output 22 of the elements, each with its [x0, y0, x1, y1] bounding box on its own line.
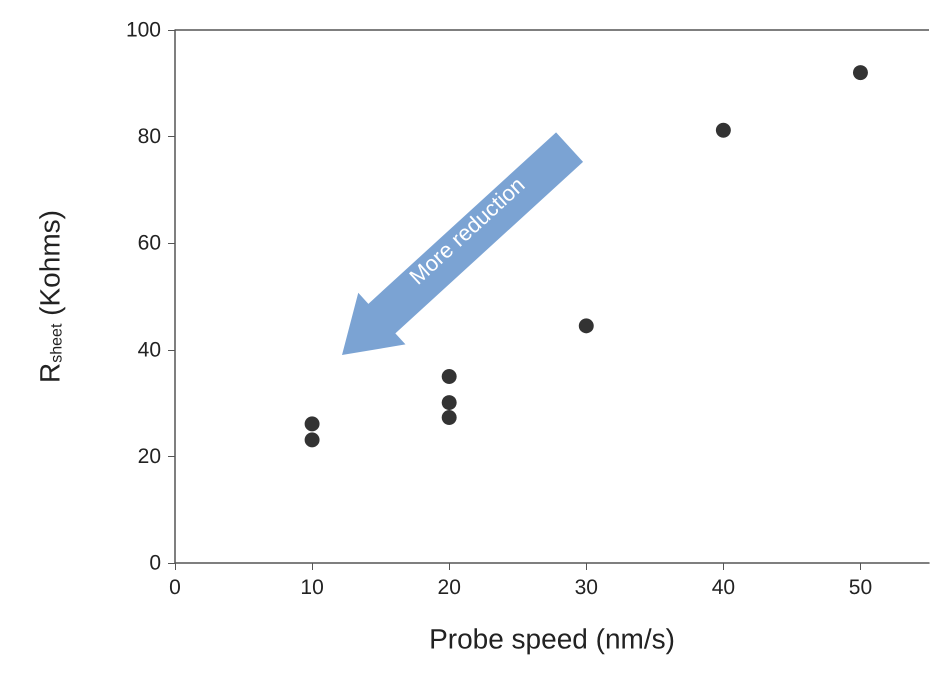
x-tick-label: 40: [712, 576, 736, 599]
point: [852, 65, 868, 80]
y-tick-label: 80: [138, 125, 161, 148]
point: [442, 395, 457, 410]
y-tick-label: 40: [138, 338, 161, 362]
x-tick-label: 10: [300, 576, 324, 599]
point: [442, 410, 457, 425]
point: [442, 368, 457, 384]
x-tick-label: 50: [848, 576, 872, 599]
y-tick-label: 60: [138, 232, 161, 255]
point: [578, 318, 594, 334]
point: [304, 416, 320, 432]
y-axis-title: Rsheet (Kohms): [34, 210, 66, 383]
point: [304, 432, 320, 448]
y-tick-label: 100: [126, 18, 161, 42]
x-tick-label: 0: [169, 576, 181, 599]
point: [716, 122, 731, 138]
x-tick-label: 30: [574, 576, 598, 599]
x-tick-label: 20: [438, 576, 461, 599]
x-axis-title: Probe speed (nm/s): [429, 624, 675, 654]
y-tick-label: 20: [138, 444, 161, 468]
y-tick-label: 0: [149, 552, 161, 574]
